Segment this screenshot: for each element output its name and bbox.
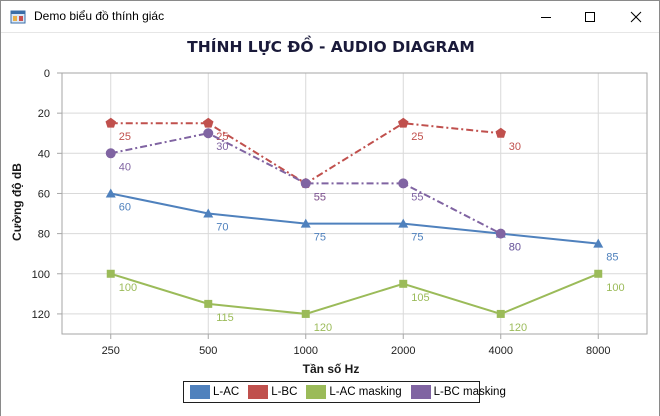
data-label-l-bc: 55 — [314, 191, 326, 203]
title-bar[interactable]: Demo biểu đồ thính giác — [1, 1, 659, 32]
y-tick-label: 60 — [38, 188, 50, 200]
close-icon — [630, 11, 642, 22]
data-point-l-ac-masking — [594, 269, 603, 278]
data-label-l-ac-masking: 100 — [119, 282, 137, 294]
y-tick-label: 40 — [38, 148, 50, 160]
data-point-l-ac-masking — [399, 279, 408, 288]
x-tick-label: 1000 — [294, 345, 318, 357]
data-label-l-ac-masking: 120 — [509, 322, 527, 334]
form-icon — [10, 9, 26, 25]
series-line-l-ac-masking — [110, 272, 599, 315]
chart-title: THÍNH LỰC ĐỒ - AUDIO DIAGRAM — [187, 38, 475, 56]
chart-area: THÍNH LỰC ĐỒ - AUDIO DIAGRAM 0 20 40 60 80 10… — [1, 32, 659, 416]
data-point-l-bc-masking — [398, 178, 409, 189]
legend-label: L-BC — [271, 386, 298, 398]
data-label-l-ac: 60 — [119, 201, 131, 213]
data-point-l-ac — [203, 208, 214, 218]
plot-area-border — [61, 72, 648, 335]
data-point-l-ac — [593, 238, 604, 248]
data-point-l-ac-masking — [496, 309, 505, 318]
y-tick-label: 0 — [44, 68, 50, 80]
x-tick-label: 2000 — [391, 345, 415, 357]
data-label-l-bc-masking: 55 — [411, 191, 423, 203]
data-point-l-ac-masking — [301, 309, 310, 318]
data-point-l-ac — [300, 218, 311, 228]
legend-item-l-bc-masking: L-BC masking — [410, 385, 506, 399]
data-point-l-ac-masking — [106, 269, 115, 278]
data-point-l-ac — [398, 218, 409, 228]
data-label-l-ac-masking: 120 — [314, 322, 332, 334]
data-label-l-ac: 85 — [606, 252, 618, 264]
legend-item-l-bc: L-BC — [248, 385, 297, 399]
data-label-l-bc-masking: 80 — [509, 242, 521, 254]
legend-label: L-AC masking — [329, 386, 402, 398]
y-tick-label: 20 — [38, 108, 50, 120]
maximize-icon — [585, 11, 595, 22]
data-label-l-bc: 30 — [509, 141, 521, 153]
series-line-l-bc-masking — [110, 132, 502, 235]
legend-label: L-AC — [213, 386, 240, 398]
x-axis-title: Tần số Hz — [302, 362, 360, 376]
data-label-l-bc: 25 — [411, 131, 423, 143]
data-point-l-ac — [105, 188, 116, 198]
data-point-l-bc — [203, 117, 214, 128]
legend-swatch — [410, 385, 431, 399]
series-line-l-ac — [110, 192, 599, 245]
data-label-l-ac: 75 — [411, 232, 423, 244]
data-point-l-bc-masking — [300, 178, 311, 189]
x-tick-label: 8000 — [586, 345, 610, 357]
minimize-button[interactable] — [523, 1, 569, 32]
legend-swatch — [190, 385, 210, 399]
close-button[interactable] — [613, 1, 659, 32]
x-tick-label: 500 — [199, 345, 217, 357]
data-point-l-ac-masking — [204, 299, 213, 308]
legend-item-l-ac-masking: L-AC masking — [306, 385, 402, 399]
data-label-l-bc-masking: 55 — [314, 191, 326, 203]
data-label-l-ac: 70 — [216, 222, 228, 234]
data-point-l-bc — [495, 127, 506, 138]
data-label-l-bc-masking: 30 — [216, 141, 228, 153]
data-label-l-bc: 25 — [119, 131, 131, 143]
data-label-l-bc-masking: 40 — [119, 161, 131, 173]
data-point-l-bc-masking — [495, 228, 506, 239]
chart-legend: L-AC L-BC L-AC masking L-BC masking — [183, 381, 506, 403]
maximize-button[interactable] — [567, 1, 613, 32]
minimize-icon — [541, 16, 551, 18]
window-title: Demo biểu đồ thính giác — [34, 9, 165, 23]
y-axis-title: Cường độ dB — [10, 163, 24, 241]
audiogram-chart: 0 20 40 60 80 100 120 250 500 1000 2000 4000 8000 60 7… — [32, 68, 648, 357]
x-tick-label: 4000 — [489, 345, 513, 357]
y-tick-label: 120 — [32, 309, 50, 321]
data-label-l-ac-masking: 105 — [411, 292, 429, 304]
x-tick-label: 250 — [102, 345, 120, 357]
y-tick-label: 80 — [38, 229, 50, 241]
y-tick-label: 100 — [32, 269, 50, 281]
legend-item-l-ac: L-AC — [190, 385, 239, 399]
legend-label: L-BC masking — [433, 386, 506, 398]
data-label-l-ac-masking: 100 — [606, 282, 624, 294]
data-label-l-ac: 75 — [314, 232, 326, 244]
legend-swatch — [248, 385, 269, 399]
data-label-l-ac: 80 — [509, 242, 521, 254]
data-point-l-bc — [398, 117, 409, 128]
data-label-l-ac-masking: 115 — [216, 312, 234, 324]
data-label-l-bc: 25 — [216, 131, 228, 143]
data-point-l-bc-masking — [203, 128, 214, 139]
data-point-l-bc-masking — [105, 148, 116, 159]
legend-swatch — [306, 385, 327, 399]
data-point-l-bc — [105, 117, 116, 128]
